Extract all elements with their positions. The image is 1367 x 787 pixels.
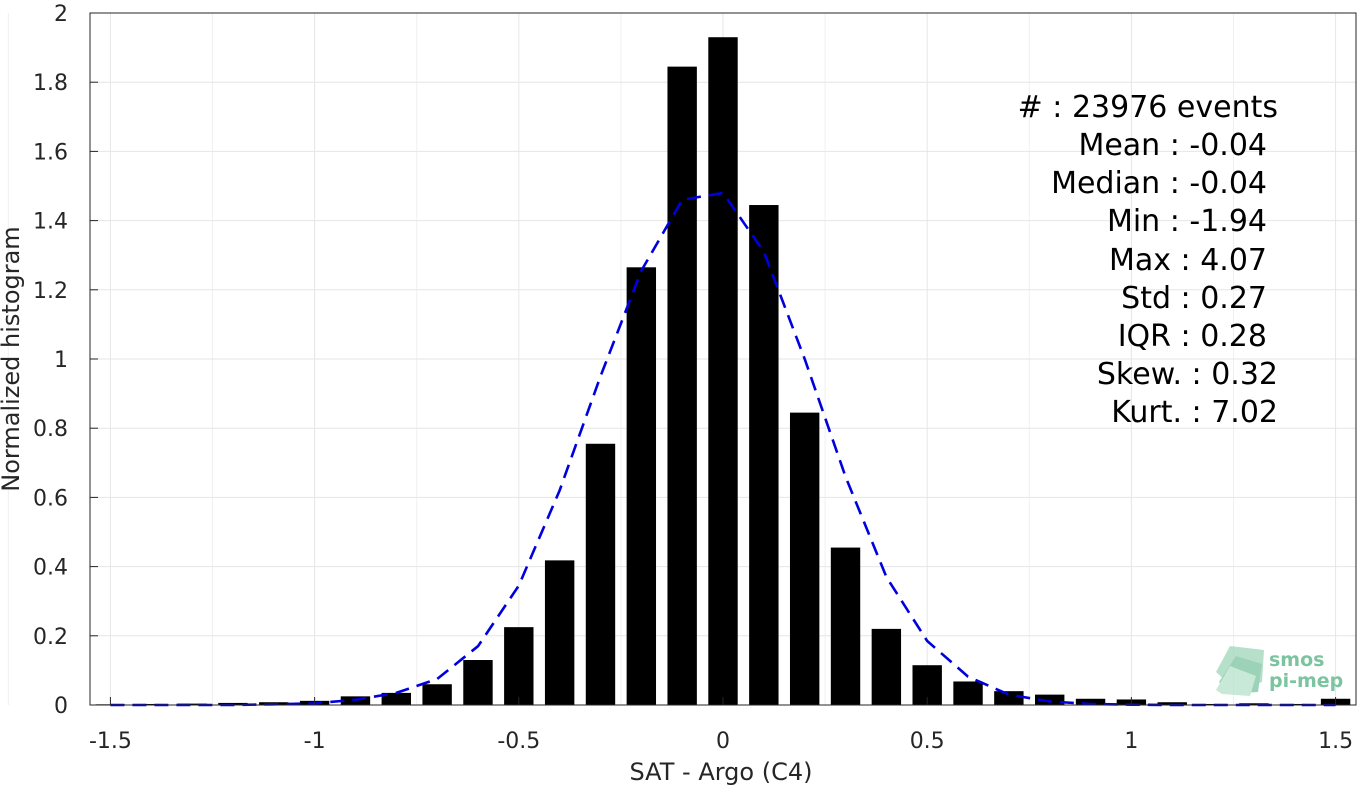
histogram-bar: [1198, 703, 1228, 705]
histogram-bar: [1075, 698, 1106, 705]
x-tick-label: 0.5: [910, 729, 945, 754]
histogram-bar: [871, 628, 902, 705]
axis-ticks: [90, 12, 1337, 706]
histogram-bar: [381, 692, 411, 705]
y-tick-label: 1: [54, 348, 68, 373]
histogram-bar: [953, 681, 983, 705]
stat-skew: Skew. : 0.32: [1097, 357, 1278, 392]
stat-std: Std : 0.27: [1121, 281, 1267, 316]
histogram-bar: [708, 37, 738, 706]
stat-events: # : 23976 events: [1018, 90, 1278, 125]
y-tick-label: 2: [54, 2, 68, 27]
logo-waves-icon: [1216, 646, 1264, 696]
histogram-bar: [994, 691, 1024, 705]
histogram-bar: [667, 66, 697, 705]
histogram-bar: [177, 703, 207, 705]
histogram-bar: [626, 267, 657, 705]
y-axis-label: Normalized histogram: [0, 226, 25, 491]
y-tick-label: 1.2: [33, 279, 68, 304]
stat-min: Min : -1.94: [1107, 204, 1267, 239]
smos-pi-mep-logo: smos pi-mep: [1216, 646, 1343, 696]
x-axis-label: SAT - Argo (C4): [630, 758, 813, 786]
histogram-bar: [749, 205, 779, 705]
x-tick-label: -1.5: [89, 729, 132, 754]
histogram-bar: [504, 627, 534, 705]
logo-text-pi-mep: pi-mep: [1269, 670, 1343, 692]
y-tick-label: 1.6: [33, 140, 68, 165]
y-tick-label: 0.6: [33, 486, 68, 511]
x-tick-label: 1: [1124, 729, 1138, 754]
stat-kurt: Kurt. : 7.02: [1111, 395, 1278, 430]
histogram-bar: [1035, 694, 1065, 705]
stat-iqr: IQR : 0.28: [1118, 319, 1267, 354]
y-tick-label: 0: [54, 694, 68, 719]
histogram-bar: [463, 660, 493, 705]
x-tick-label: -1: [304, 729, 326, 754]
histogram-bars: [95, 37, 1351, 706]
histogram-bar: [789, 412, 820, 705]
x-tick-label: -0.5: [497, 729, 540, 754]
x-tick-label: 1.5: [1318, 729, 1353, 754]
y-tick-label: 1.4: [33, 210, 68, 235]
stat-mean: Mean : -0.04: [1078, 128, 1267, 163]
histogram-bar: [830, 547, 861, 705]
x-tick-label: 0: [716, 729, 730, 754]
stat-median: Median : -0.04: [1051, 166, 1267, 201]
x-tick-labels: -1.5 -1 -0.5 0 0.5 1 1.5: [89, 729, 1353, 754]
histogram-bar: [422, 684, 452, 705]
histogram-bar: [585, 443, 616, 705]
histogram-bar: [544, 560, 575, 705]
y-tick-label: 0.4: [33, 556, 68, 581]
y-tick-label: 0.2: [33, 625, 68, 650]
histogram-bar: [1280, 703, 1310, 705]
histogram-bar: [1239, 703, 1269, 705]
y-tick-label: 0.8: [33, 417, 68, 442]
y-tick-label: 1.8: [33, 71, 68, 96]
stat-max: Max : 4.07: [1109, 243, 1267, 278]
statistics-annotation: # : 23976 events Mean : -0.04 Median : -…: [1018, 90, 1278, 430]
logo-text-smos: smos: [1269, 649, 1324, 671]
y-tick-labels: 0 0.2 0.4 0.6 0.8 1 1.2 1.4 1.6 1.8 2: [33, 2, 68, 719]
histogram-bar: [136, 703, 166, 705]
histogram-bar: [1157, 702, 1187, 705]
